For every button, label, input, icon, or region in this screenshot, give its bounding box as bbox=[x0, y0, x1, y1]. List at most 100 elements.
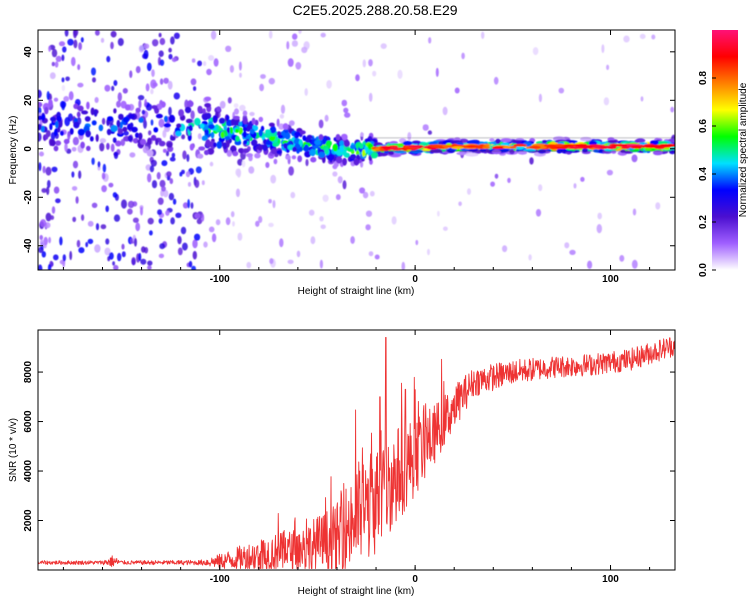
spectrogram-cell bbox=[437, 210, 440, 217]
spectrogram-ridge-cell bbox=[193, 117, 201, 126]
spectrogram-cell bbox=[208, 226, 215, 233]
spectrogram-cell bbox=[131, 257, 136, 266]
spectrogram-ridge-cell bbox=[651, 140, 659, 146]
spectrogram-peak-cell bbox=[491, 146, 502, 150]
spectrogram-cell bbox=[91, 202, 98, 208]
spectrogram-x-tick-label: 0 bbox=[412, 274, 418, 285]
spectrogram-ridge-cell bbox=[288, 120, 295, 126]
spectrogram-ridge-cell bbox=[224, 135, 230, 141]
spectrogram-cell bbox=[113, 264, 119, 270]
spectrogram-cell bbox=[113, 214, 121, 222]
spectrogram-cell bbox=[298, 30, 302, 34]
spectrogram-ridge-cell bbox=[44, 133, 49, 140]
spectrogram-cell bbox=[268, 77, 275, 85]
spectrogram-ridge-cell bbox=[242, 148, 250, 153]
spectrogram-ridge-cell bbox=[489, 138, 495, 142]
spectrogram-cell bbox=[159, 78, 164, 85]
spectrogram-peak-cell bbox=[482, 146, 491, 149]
spectrogram-cell bbox=[391, 216, 397, 225]
spectrogram-ridge-cell bbox=[335, 134, 341, 141]
spectrogram-ridge-cell bbox=[98, 124, 104, 132]
spectrogram-ridge-cell bbox=[254, 153, 261, 159]
spectrogram-ridge-cell bbox=[510, 139, 522, 143]
spectrogram-cell bbox=[157, 209, 163, 216]
spectrogram-peak-cell bbox=[441, 144, 453, 148]
spectrogram-ridge-cell bbox=[199, 123, 205, 129]
spectrogram-cell bbox=[140, 258, 147, 265]
spectrogram-ridge-cell bbox=[350, 153, 357, 160]
spectrogram-cell bbox=[181, 134, 186, 140]
spectrogram-ridge-cell bbox=[112, 137, 117, 143]
spectrogram-cell bbox=[258, 216, 263, 223]
spectrogram-cell bbox=[121, 199, 127, 209]
spectrogram-ridge-cell bbox=[41, 114, 46, 121]
spectrogram-ridge-cell bbox=[55, 120, 59, 129]
spectrogram-cell bbox=[147, 260, 153, 266]
spectrogram-ridge-cell bbox=[81, 110, 89, 115]
spectrogram-cell bbox=[165, 210, 170, 216]
spectrogram-cell bbox=[344, 112, 351, 118]
spectrogram-cell bbox=[318, 119, 324, 129]
spectrogram-cell bbox=[60, 100, 67, 109]
spectrogram-cell bbox=[50, 132, 56, 141]
spectrogram-cell bbox=[535, 209, 542, 217]
spectrogram-cell bbox=[158, 50, 164, 57]
spectrogram-cell bbox=[194, 213, 201, 219]
spectrogram-marks bbox=[38, 30, 675, 270]
spectrogram-ridge-cell bbox=[184, 106, 192, 114]
spectrogram-ridge-cell bbox=[309, 148, 316, 157]
spectrogram-cell bbox=[322, 194, 329, 202]
spectrogram-ridge-cell bbox=[150, 134, 157, 141]
spectrogram-ridge-cell bbox=[226, 120, 232, 127]
spectrogram-cell bbox=[532, 47, 539, 56]
spectrogram-cell bbox=[197, 133, 202, 140]
spectrogram-ridge-cell bbox=[50, 116, 56, 122]
spectrogram-ridge-cell bbox=[60, 130, 64, 136]
spectrogram-cell bbox=[168, 53, 173, 60]
spectrogram-cell bbox=[163, 77, 169, 84]
spectrogram-cell bbox=[81, 214, 85, 221]
spectrogram-ridge-cell bbox=[178, 109, 185, 117]
spectrogram-cell bbox=[596, 224, 602, 234]
spectrogram-cell bbox=[170, 36, 175, 45]
spectrogram-cell bbox=[287, 58, 294, 67]
spectrogram-cell bbox=[670, 106, 675, 113]
spectrogram-ridge-cell bbox=[509, 149, 515, 155]
spectrogram-cell bbox=[246, 261, 252, 269]
spectrogram-ridge-cell bbox=[213, 142, 217, 148]
spectrogram-ridge-cell bbox=[262, 144, 268, 152]
spectrogram-cell bbox=[190, 202, 194, 209]
spectrogram-cell bbox=[162, 129, 167, 138]
spectrogram-cell bbox=[72, 136, 79, 146]
colorbar-tick-label: 0.2 bbox=[698, 215, 709, 229]
spectrogram-cell bbox=[631, 154, 638, 163]
spectrogram-cell bbox=[182, 242, 188, 251]
spectrogram-peak-cell bbox=[465, 145, 478, 148]
spectrogram-cell bbox=[147, 265, 152, 270]
spectrogram-cell bbox=[422, 124, 429, 131]
spectrogram-ridge-cell bbox=[127, 135, 133, 142]
spectrogram-cell bbox=[38, 162, 42, 172]
spectrogram-ridge-cell bbox=[212, 115, 218, 124]
spectrogram-cell bbox=[529, 157, 534, 165]
spectrogram-cell bbox=[73, 39, 78, 49]
spectrogram-cell bbox=[169, 156, 176, 162]
spectrogram-ridge-cell bbox=[84, 116, 91, 122]
spectrogram-ridge-cell bbox=[146, 149, 154, 157]
spectrogram-ridge-cell bbox=[258, 116, 264, 123]
spectrogram-ridge-cell bbox=[389, 141, 398, 145]
spectrogram-cell bbox=[197, 60, 203, 67]
spectrogram-peak-cell bbox=[513, 143, 527, 147]
spectrogram-ridge-cell bbox=[580, 136, 592, 142]
spectrogram-ridge-cell bbox=[53, 97, 59, 102]
spectrogram-cell bbox=[186, 154, 190, 162]
spectrogram-ridge-cell bbox=[188, 124, 193, 132]
spectrogram-peak-cell bbox=[649, 144, 664, 148]
spectrogram-ridge-cell bbox=[206, 112, 212, 120]
spectrogram-cell bbox=[123, 130, 129, 136]
spectrogram-cell bbox=[278, 123, 285, 130]
spectrogram-cell bbox=[319, 216, 324, 222]
spectrogram-ridge-cell bbox=[361, 149, 366, 157]
spectrogram-ridge-cell bbox=[69, 127, 74, 135]
